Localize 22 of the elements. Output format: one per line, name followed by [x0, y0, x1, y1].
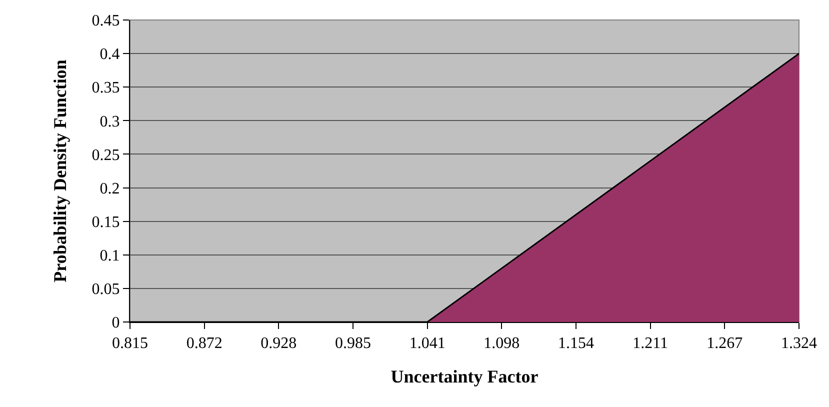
x-tick-label: 1.211 [632, 335, 668, 352]
x-tick-label: 1.154 [558, 335, 594, 352]
y-tick-label: 0.4 [100, 46, 120, 64]
y-tick-label: 0.25 [92, 146, 120, 164]
x-tick-label: 1.324 [781, 335, 817, 352]
y-axis-title: Probability Density Function [50, 60, 70, 282]
x-tick-label: 0.815 [112, 335, 148, 352]
x-axis-title: Uncertainty Factor [390, 366, 538, 386]
x-tick-label: 0.928 [260, 335, 297, 352]
x-tick-label: 1.041 [409, 335, 446, 352]
y-tick-label: 0.3 [100, 113, 120, 130]
y-tick-label: 0.2 [100, 180, 120, 198]
y-tick-label: 0.1 [100, 247, 120, 264]
y-tick-label: 0.45 [92, 12, 120, 30]
x-tick-label: 0.985 [335, 335, 371, 352]
y-tick-label: 0.15 [92, 214, 120, 231]
x-tick-label: 1.267 [706, 335, 743, 352]
y-tick-label: 0.35 [92, 80, 120, 97]
x-tick-label: 1.098 [484, 335, 520, 352]
x-tick-label: 0.872 [186, 335, 222, 352]
y-tick-label: 0.05 [92, 281, 120, 298]
y-tick-label: 0 [112, 314, 120, 332]
